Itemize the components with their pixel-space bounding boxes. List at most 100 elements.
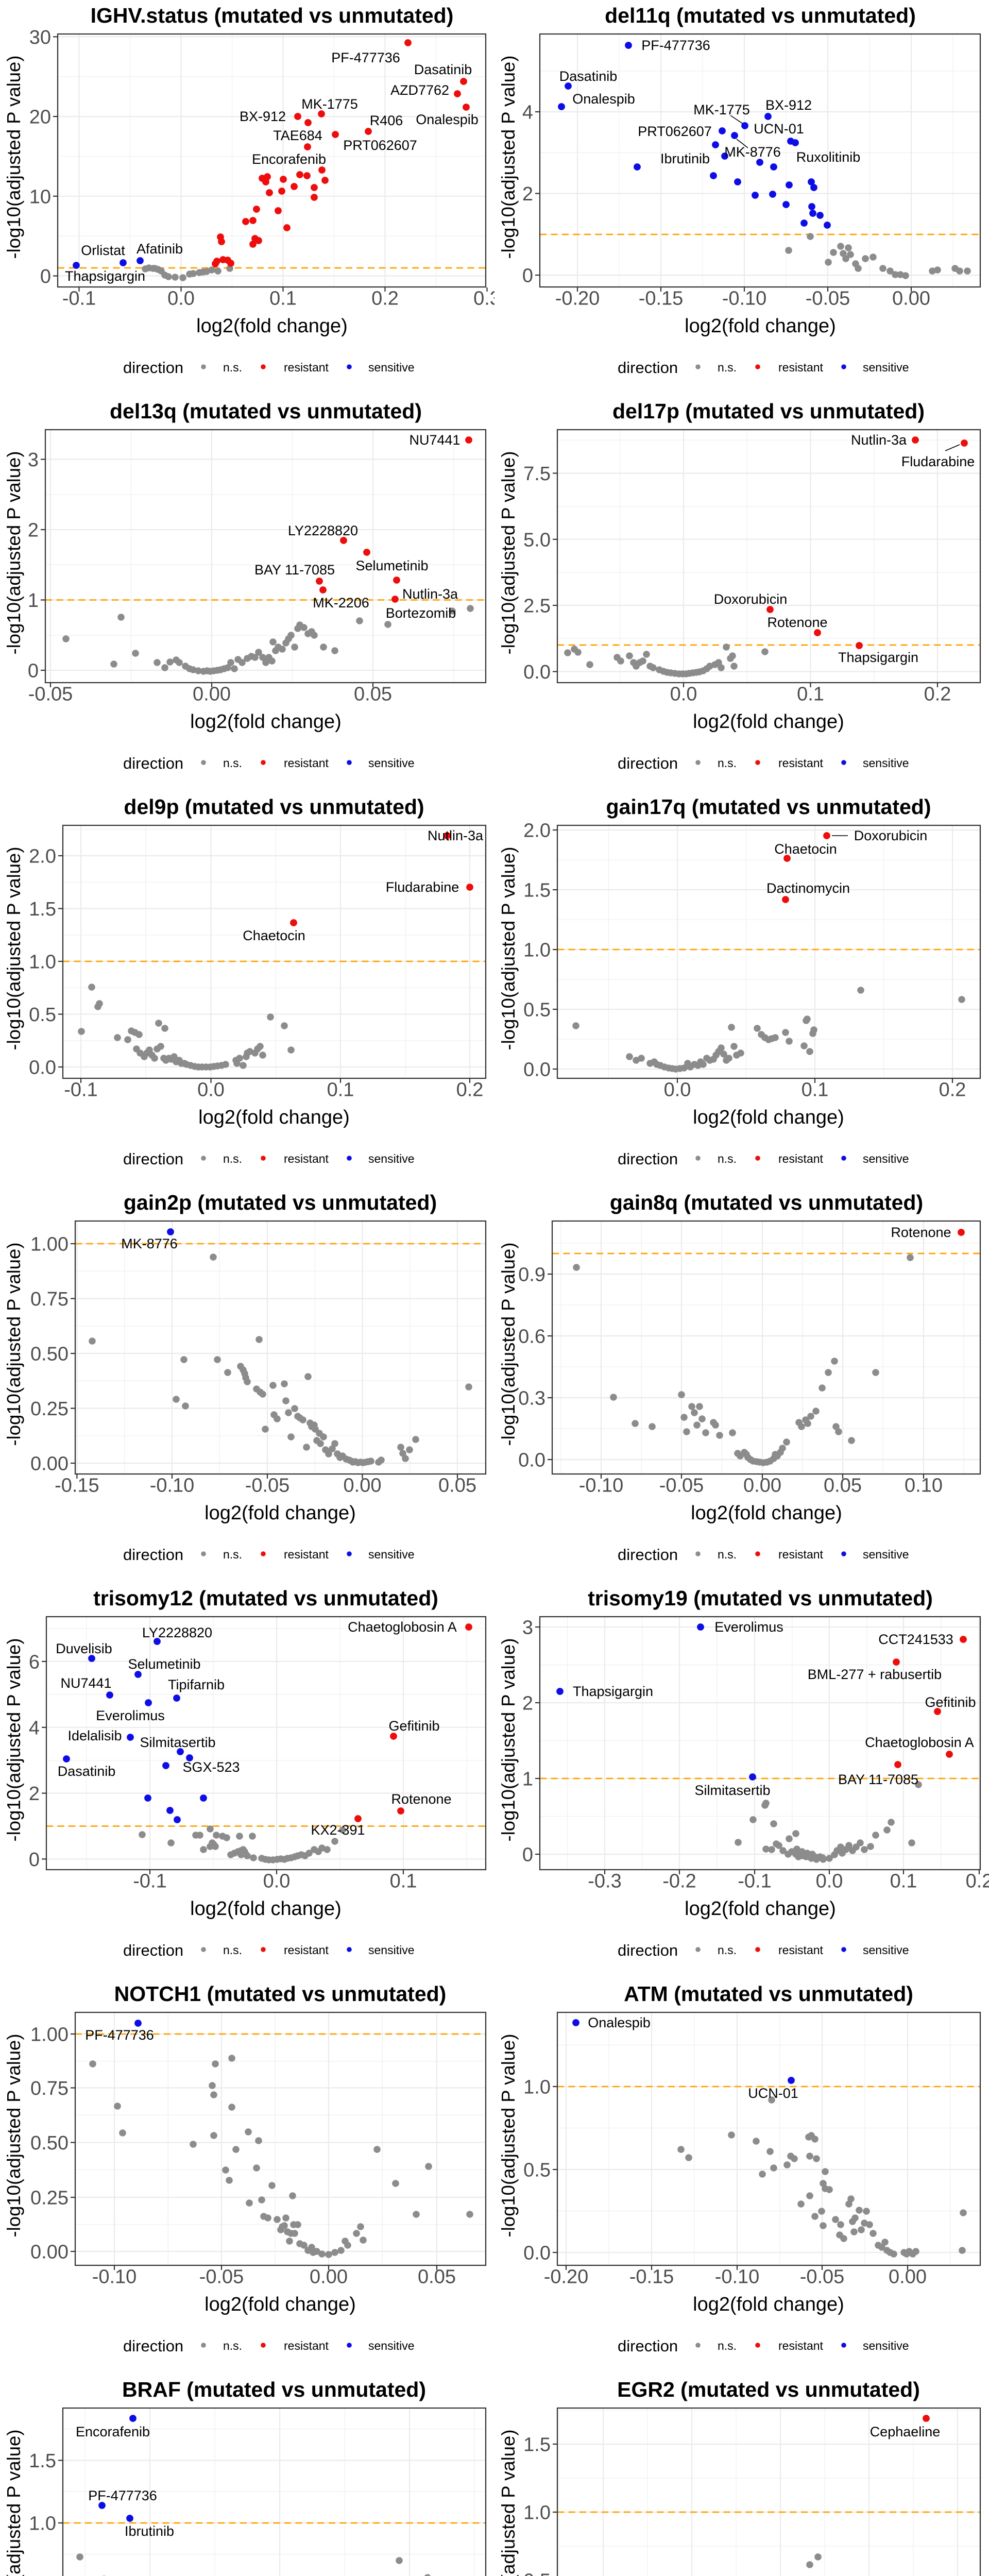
svg-text:MK-1775: MK-1775 (693, 102, 750, 117)
svg-text:n.s.: n.s. (223, 2339, 242, 2352)
svg-text:-0.10: -0.10 (579, 1475, 624, 1497)
svg-text:Gefitinib: Gefitinib (925, 1694, 976, 1710)
svg-text:-0.1: -0.1 (62, 288, 96, 310)
svg-text:0.00: 0.00 (310, 2266, 348, 2288)
svg-text:0.50: 0.50 (30, 2132, 69, 2154)
svg-text:1: 1 (28, 590, 39, 612)
svg-text:MK-1775: MK-1775 (301, 96, 358, 112)
svg-text:1.0: 1.0 (523, 940, 551, 961)
svg-text:2.0: 2.0 (29, 846, 56, 868)
svg-text:Duvelisib: Duvelisib (56, 1641, 112, 1656)
svg-text:-log10(adjusted P value): -log10(adjusted P value) (498, 847, 519, 1050)
svg-text:10: 10 (29, 186, 51, 208)
svg-text:0.75: 0.75 (30, 1289, 69, 1310)
svg-text:log2(fold change): log2(fold change) (190, 1898, 342, 1920)
svg-text:PF-477736: PF-477736 (85, 2027, 154, 2043)
svg-text:0.05: 0.05 (418, 2266, 456, 2288)
svg-text:-log10(adjusted P value): -log10(adjusted P value) (3, 2430, 24, 2576)
svg-text:1: 1 (522, 1769, 533, 1790)
svg-text:-log10(adjusted P value): -log10(adjusted P value) (3, 1638, 24, 1842)
svg-text:direction: direction (123, 1150, 183, 1168)
svg-text:0.5: 0.5 (523, 999, 551, 1021)
svg-text:0.50: 0.50 (30, 1344, 69, 1365)
svg-text:4: 4 (29, 1717, 40, 1739)
svg-text:BAY 11-7085: BAY 11-7085 (254, 562, 335, 578)
svg-text:Bortezomib: Bortezomib (386, 605, 456, 621)
svg-text:0: 0 (29, 1849, 40, 1871)
svg-text:resistant: resistant (284, 1152, 329, 1165)
svg-text:Chaetoglobosin A: Chaetoglobosin A (348, 1619, 457, 1635)
svg-text:Ibrutinib: Ibrutinib (125, 2523, 174, 2539)
svg-text:-0.05: -0.05 (28, 684, 73, 705)
svg-text:-0.05: -0.05 (806, 288, 850, 310)
svg-text:0.1: 0.1 (390, 1871, 417, 1892)
svg-text:Tipifarnib: Tipifarnib (168, 1677, 225, 1692)
svg-text:PRT062607: PRT062607 (638, 124, 712, 139)
svg-text:direction: direction (618, 1150, 678, 1168)
svg-text:resistant: resistant (284, 2339, 329, 2352)
svg-text:n.s.: n.s. (223, 361, 242, 374)
svg-text:0.10: 0.10 (905, 1475, 943, 1497)
svg-text:direction: direction (618, 754, 678, 772)
svg-text:log2(fold change): log2(fold change) (196, 315, 348, 337)
svg-text:Afatinib: Afatinib (137, 241, 183, 257)
svg-text:20: 20 (29, 107, 51, 128)
svg-text:sensitive: sensitive (863, 2339, 909, 2352)
svg-text:0.0: 0.0 (263, 1871, 291, 1892)
svg-text:BML-277 + rabusertib: BML-277 + rabusertib (808, 1667, 942, 1682)
svg-text:Thapsigargin: Thapsigargin (65, 268, 145, 284)
svg-text:direction: direction (618, 2337, 678, 2355)
svg-text:0.2: 0.2 (371, 288, 399, 310)
svg-text:0.00: 0.00 (30, 1453, 69, 1475)
svg-text:0.1: 0.1 (797, 684, 824, 705)
svg-text:direction: direction (123, 2337, 183, 2355)
svg-text:0.2: 0.2 (966, 1871, 989, 1892)
svg-text:-log10(adjusted P value): -log10(adjusted P value) (498, 2430, 519, 2576)
svg-text:-0.3: -0.3 (588, 1871, 621, 1892)
svg-text:log2(fold change): log2(fold change) (204, 1502, 356, 1524)
svg-text:resistant: resistant (778, 756, 824, 770)
svg-text:3: 3 (28, 449, 39, 471)
svg-text:0.00: 0.00 (193, 684, 231, 705)
svg-text:TAE684: TAE684 (273, 128, 322, 143)
svg-text:NU7441: NU7441 (60, 1675, 111, 1691)
svg-text:Everolimus: Everolimus (714, 1619, 783, 1635)
svg-text:log2(fold change): log2(fold change) (204, 2294, 356, 2315)
svg-text:0.05: 0.05 (824, 1475, 862, 1497)
svg-text:resistant: resistant (778, 1943, 824, 1957)
svg-text:Ibrutinib: Ibrutinib (660, 151, 710, 166)
svg-text:-0.20: -0.20 (555, 288, 600, 310)
svg-text:del11q (mutated vs unmutated): del11q (mutated vs unmutated) (605, 4, 916, 27)
svg-text:0.1: 0.1 (890, 1871, 917, 1892)
svg-text:Thapsigargin: Thapsigargin (838, 650, 918, 665)
svg-text:0.75: 0.75 (30, 2078, 69, 2099)
svg-text:Selumetinib: Selumetinib (128, 1656, 200, 1672)
svg-text:-0.15: -0.15 (55, 1475, 99, 1497)
svg-text:resistant: resistant (778, 1548, 824, 1561)
svg-text:0.0: 0.0 (29, 1057, 56, 1079)
svg-text:n.s.: n.s. (718, 1943, 737, 1957)
svg-text:Encorafenib: Encorafenib (76, 2424, 150, 2439)
svg-text:n.s.: n.s. (718, 361, 737, 374)
svg-text:Cephaeline: Cephaeline (870, 2424, 941, 2439)
svg-text:Dasatinib: Dasatinib (58, 1764, 116, 1779)
svg-text:direction: direction (123, 359, 183, 377)
svg-text:-0.05: -0.05 (245, 1475, 290, 1497)
svg-text:direction: direction (618, 359, 678, 377)
svg-text:0.2: 0.2 (924, 684, 951, 705)
svg-text:direction: direction (123, 1941, 183, 1959)
svg-text:3: 3 (522, 1617, 533, 1639)
svg-text:Gefitinib: Gefitinib (388, 1718, 439, 1734)
svg-text:n.s.: n.s. (718, 2339, 737, 2352)
svg-text:n.s.: n.s. (718, 756, 737, 770)
svg-text:0.1: 0.1 (269, 288, 297, 310)
svg-text:0: 0 (40, 266, 51, 287)
svg-text:LY2228820: LY2228820 (288, 523, 358, 538)
svg-text:1.5: 1.5 (29, 2450, 56, 2472)
svg-text:-log10(adjusted P value): -log10(adjusted P value) (3, 451, 24, 655)
svg-text:KX2-391: KX2-391 (311, 1822, 365, 1838)
svg-text:Silmitasertib: Silmitasertib (694, 1783, 770, 1798)
svg-text:0.25: 0.25 (30, 1398, 69, 1420)
svg-text:1.5: 1.5 (523, 880, 551, 902)
svg-text:0.0: 0.0 (816, 1871, 843, 1892)
